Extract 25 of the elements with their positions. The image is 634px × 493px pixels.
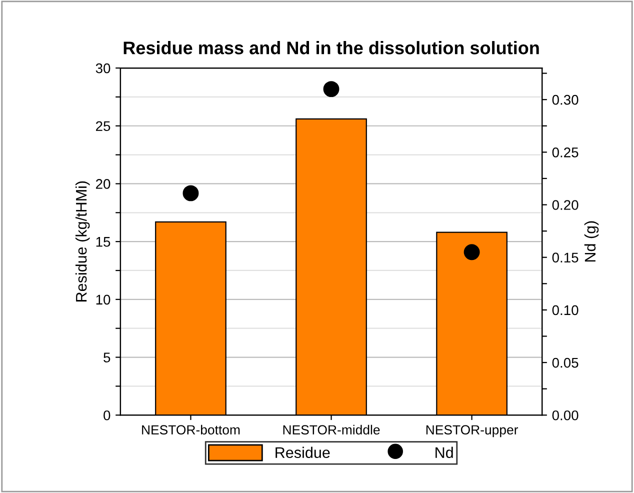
y2-tick-label: 0.00 xyxy=(552,410,578,420)
y2-tick-label: 0.30 xyxy=(552,94,578,105)
y-tick-label: 0 xyxy=(104,410,110,420)
y-tick-label: 20 xyxy=(96,179,110,189)
y-tick-label: 10 xyxy=(96,294,110,305)
point xyxy=(182,185,199,202)
y2-tick-label: 0.20 xyxy=(552,200,578,210)
x-tick-label: NESTOR-bottom xyxy=(142,424,240,435)
x-tick-label: NESTOR-middle xyxy=(283,424,380,435)
y-tick-label: 30 xyxy=(96,63,110,74)
y-tick-label: 5 xyxy=(104,352,110,362)
y2-tick-label: 0.15 xyxy=(552,252,578,263)
y2-tick-label: 0.05 xyxy=(552,358,578,368)
x-tick-label: NESTOR-upper xyxy=(426,425,518,438)
point xyxy=(323,81,340,98)
legend-label: Residue xyxy=(276,446,330,458)
y2-tick-label: 0.10 xyxy=(552,305,578,316)
point xyxy=(464,244,480,260)
y-tick-label: 15 xyxy=(96,237,110,247)
legend-label: Nd xyxy=(436,446,453,458)
y2-axis-title: Nd (g) xyxy=(584,221,599,262)
y-tick-label: 25 xyxy=(96,121,110,132)
chart-title: Residue mass and Nd in the dissolution solution xyxy=(124,41,539,54)
y-axis-title: Residue (kg/tHMi) xyxy=(75,181,90,302)
y2-tick-label: 0.25 xyxy=(552,148,578,158)
